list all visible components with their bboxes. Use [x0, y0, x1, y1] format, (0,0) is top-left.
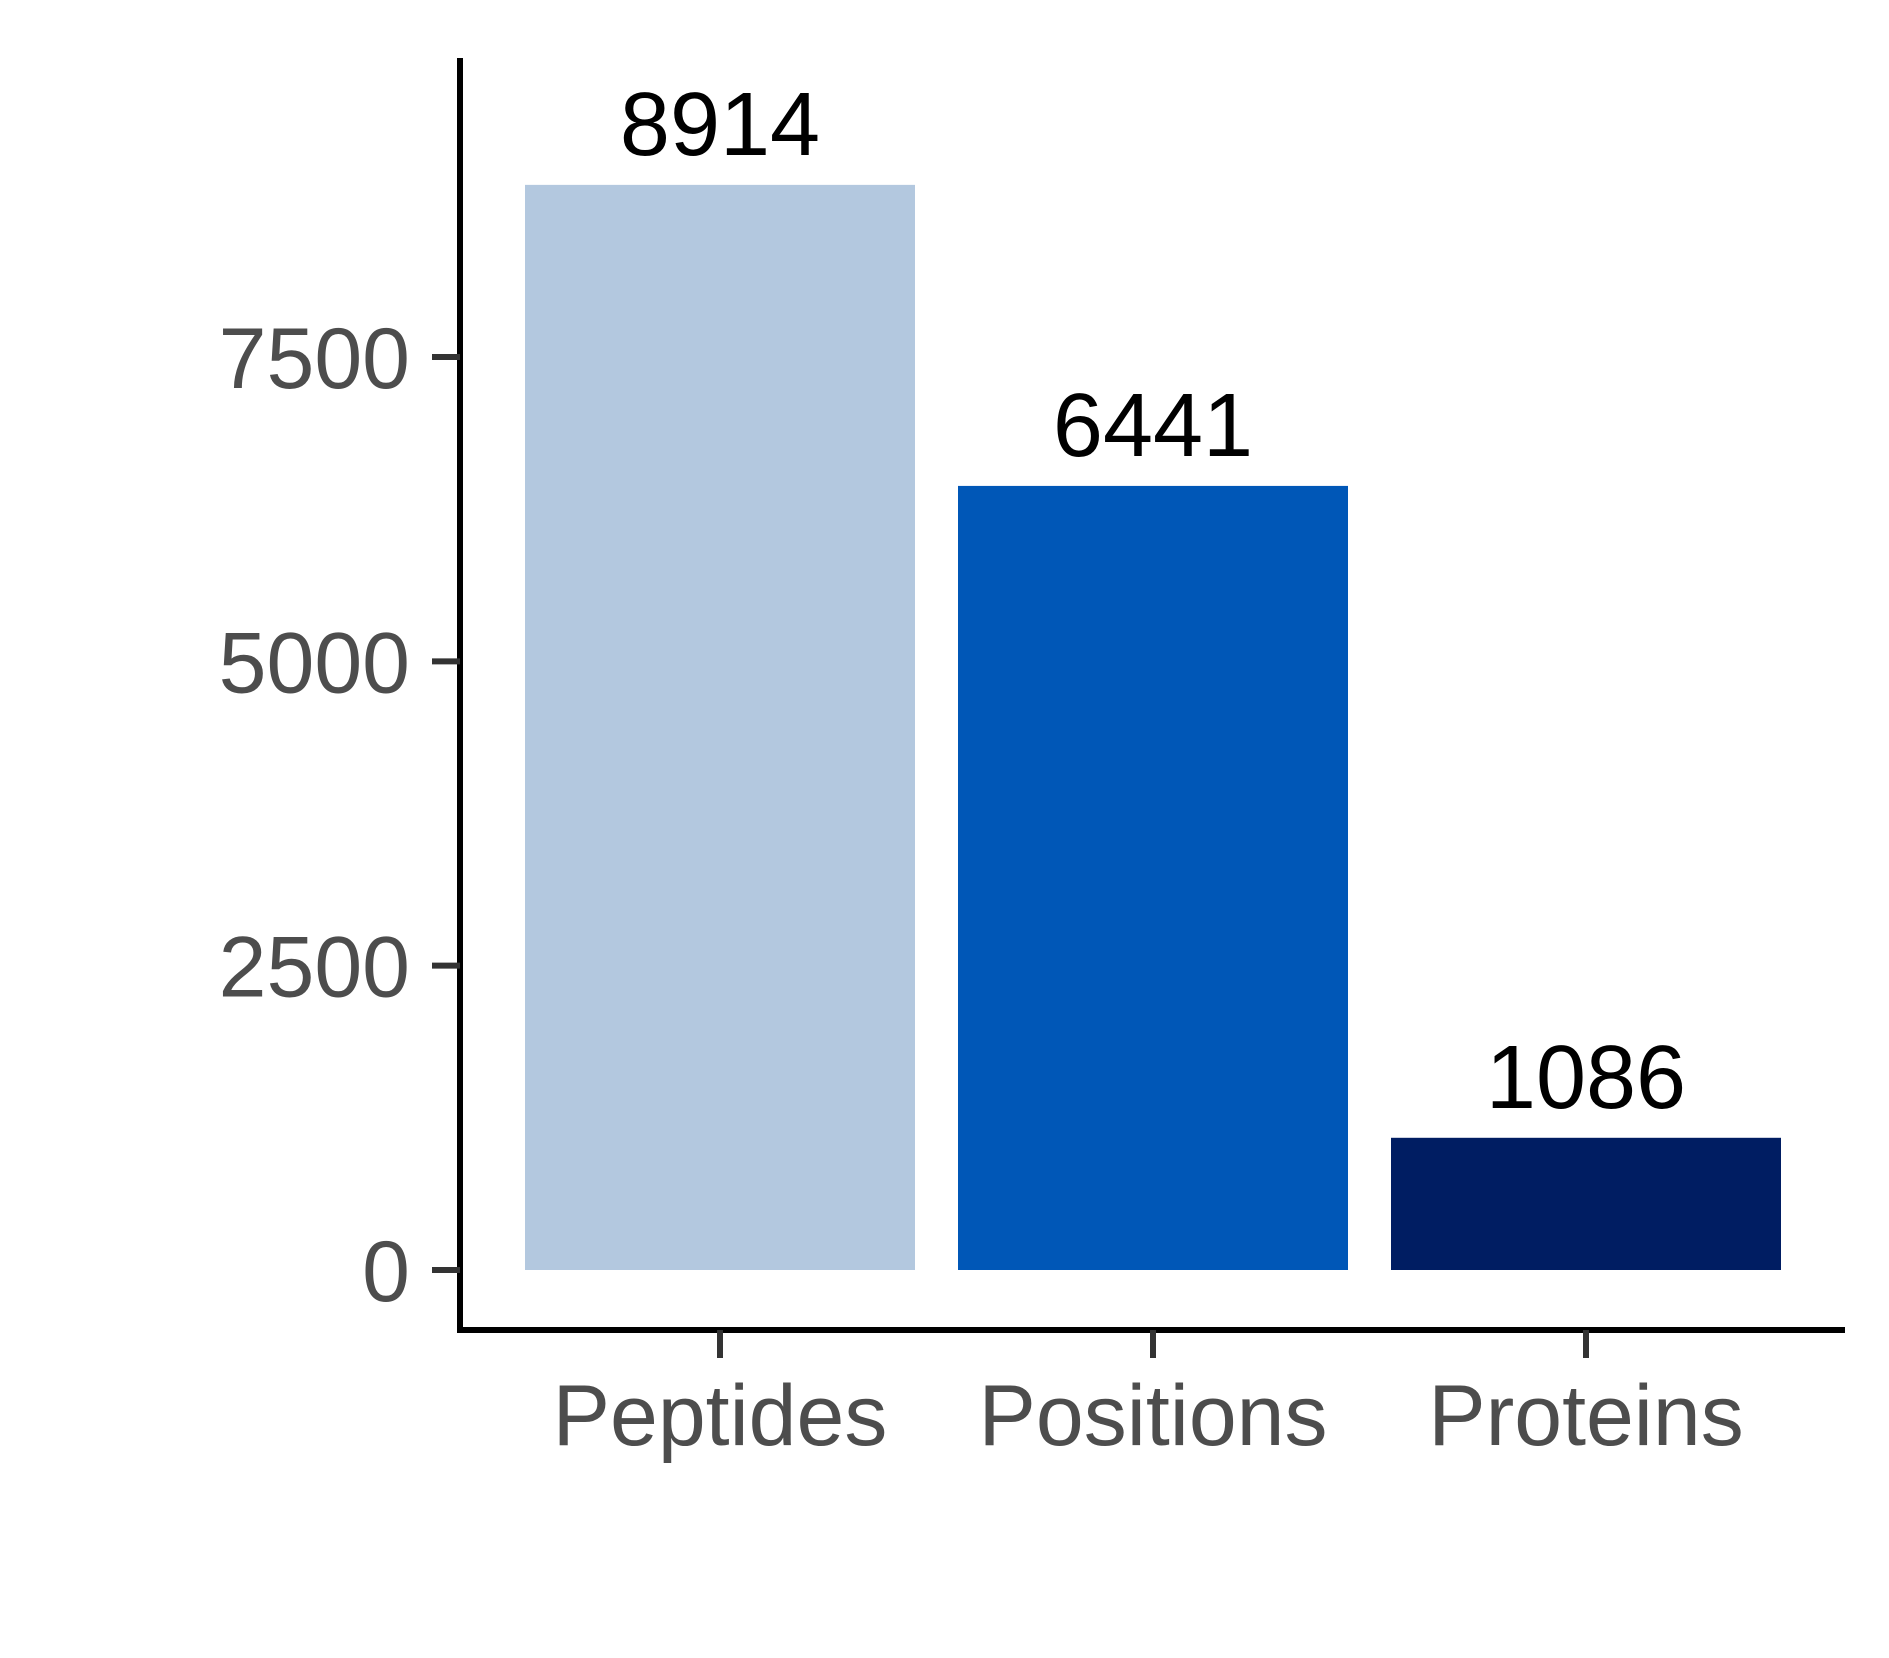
x-tick-label-positions: Positions: [979, 1368, 1328, 1464]
bar-positions: [958, 485, 1348, 1270]
value-label-proteins: 1086: [1486, 1028, 1686, 1128]
value-label-peptides: 8914: [620, 75, 820, 175]
x-tick-label-peptides: Peptides: [553, 1368, 888, 1464]
y-axis: 0 2500 5000 7500: [219, 58, 463, 1333]
y-tick-label: 0: [362, 1224, 410, 1320]
bar-proteins: [1391, 1137, 1781, 1270]
x-axis: Peptides Positions Proteins: [457, 1327, 1845, 1464]
y-tick-label: 7500: [219, 311, 410, 407]
bar-peptides: [525, 184, 915, 1271]
value-label-positions: 6441: [1053, 376, 1253, 476]
y-tick-label: 5000: [219, 615, 410, 711]
y-tick-label: 2500: [219, 920, 410, 1016]
x-tick-label-proteins: Proteins: [1428, 1368, 1744, 1464]
bars-layer: [525, 184, 1781, 1271]
value-labels-layer: 8914 6441 1086: [620, 75, 1686, 1128]
